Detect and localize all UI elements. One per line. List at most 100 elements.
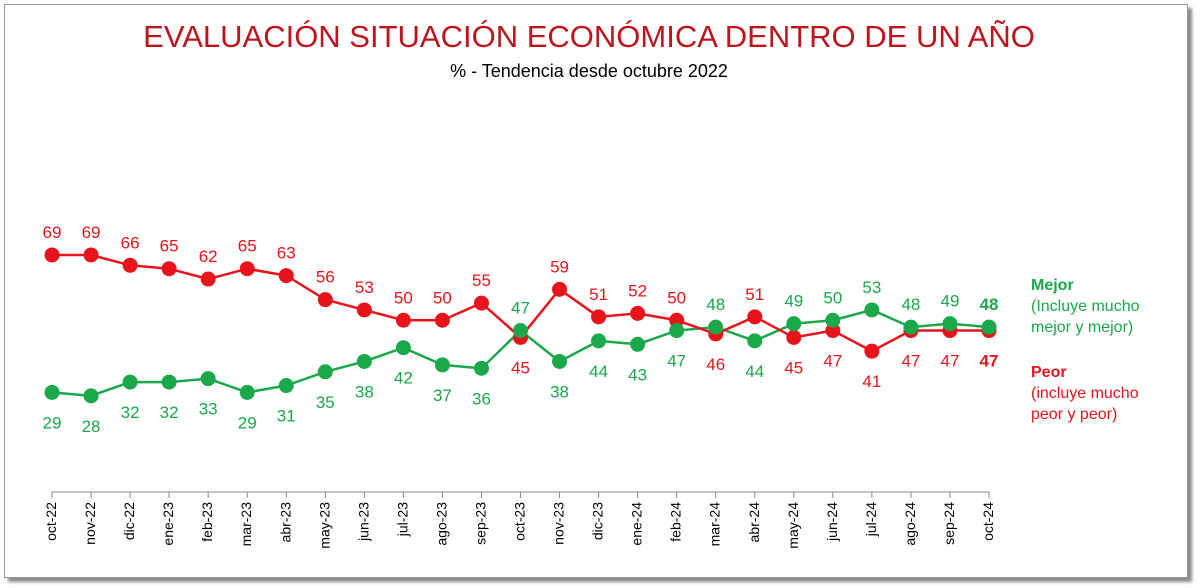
- legend-mejor: Mejor (Incluye mucho mejor y mejor): [1031, 275, 1156, 338]
- chart-frame: EVALUACIÓN SITUACIÓN ECONÓMICA DENTRO DE…: [4, 4, 1188, 578]
- data-label-mejor: 33: [199, 400, 218, 419]
- data-label-mejor: 31: [277, 407, 296, 426]
- data-label-mejor: 32: [121, 403, 140, 422]
- data-point-mejor: [825, 312, 841, 328]
- data-point-mejor: [747, 333, 763, 349]
- chart-title: EVALUACIÓN SITUACIÓN ECONÓMICA DENTRO DE…: [143, 19, 1035, 54]
- data-point-peor: [434, 312, 450, 328]
- data-point-peor: [122, 257, 138, 273]
- data-label-mejor: 48: [901, 295, 920, 314]
- data-label-peor: 47: [901, 352, 920, 371]
- data-label-mejor: 38: [550, 382, 569, 401]
- data-point-peor: [864, 343, 880, 359]
- data-label-peor: 69: [43, 223, 62, 242]
- data-point-mejor: [395, 340, 411, 356]
- data-label-mejor: 28: [82, 417, 101, 436]
- data-label-peor: 46: [706, 355, 725, 374]
- data-label-peor: 62: [199, 247, 218, 266]
- data-point-peor: [786, 329, 802, 345]
- data-label-peor: 50: [433, 288, 452, 307]
- data-point-mejor: [434, 357, 450, 373]
- x-tick-label: oct-24: [980, 502, 996, 541]
- data-point-peor: [825, 323, 841, 339]
- x-tick-label: ago-23: [433, 502, 449, 546]
- data-point-mejor: [317, 364, 333, 380]
- data-label-mejor: 48: [706, 295, 725, 314]
- data-point-mejor: [44, 384, 60, 400]
- data-label-peor: 50: [667, 288, 686, 307]
- x-tick-label: sep-24: [941, 502, 957, 545]
- data-point-peor: [161, 261, 177, 277]
- data-label-peor: 45: [511, 358, 530, 377]
- data-point-peor: [630, 305, 646, 321]
- data-label-peor: 45: [784, 358, 803, 377]
- data-label-mejor: 47: [667, 352, 686, 371]
- data-label-mejor: 48: [980, 295, 999, 314]
- data-label-peor: 66: [121, 233, 140, 252]
- data-point-mejor: [669, 323, 685, 339]
- data-label-mejor: 50: [823, 288, 842, 307]
- data-label-mejor: 29: [43, 413, 62, 432]
- data-label-peor: 53: [355, 278, 374, 297]
- data-label-mejor: 44: [589, 362, 608, 381]
- x-tick-label: nov-22: [82, 502, 98, 545]
- x-tick-label: ene-24: [629, 502, 645, 546]
- data-label-peor: 52: [628, 281, 647, 300]
- data-point-peor: [747, 309, 763, 325]
- data-label-mejor: 49: [784, 292, 803, 311]
- data-point-mejor: [942, 316, 958, 332]
- x-tick-label: abr-23: [277, 502, 293, 543]
- data-label-mejor: 47: [511, 299, 530, 318]
- data-label-mejor: 32: [160, 403, 179, 422]
- data-point-peor: [239, 261, 255, 277]
- data-point-mejor: [903, 319, 919, 335]
- data-point-mejor: [200, 371, 216, 387]
- x-tick-label: abr-24: [746, 502, 762, 543]
- data-label-mejor: 53: [862, 278, 881, 297]
- x-tick-label: oct-23: [512, 502, 528, 541]
- x-tick-label: ene-23: [160, 502, 176, 546]
- data-label-mejor: 42: [394, 369, 413, 388]
- data-point-peor: [552, 281, 568, 297]
- x-tick-label: dic-22: [121, 502, 137, 540]
- data-label-peor: 51: [589, 285, 608, 304]
- data-point-mejor: [83, 388, 99, 404]
- x-tick-label: jun-23: [355, 502, 371, 542]
- data-label-peor: 55: [472, 271, 491, 290]
- x-tick-label: may-23: [316, 502, 332, 549]
- data-label-mejor: 38: [355, 382, 374, 401]
- data-label-mejor: 35: [316, 393, 335, 412]
- data-label-peor: 41: [862, 372, 881, 391]
- x-tick-label: sep-23: [472, 502, 488, 545]
- x-tick-label: mar-23: [238, 502, 254, 547]
- x-tick-label: nov-23: [551, 502, 567, 545]
- data-point-mejor: [122, 374, 138, 390]
- x-tick-label: feb-24: [668, 502, 684, 542]
- chart-subtitle: % - Tendencia desde octubre 2022: [450, 61, 728, 81]
- data-point-mejor: [981, 319, 997, 335]
- legend-peor-name: Peor: [1031, 364, 1067, 381]
- data-point-mejor: [786, 316, 802, 332]
- x-tick-label: dic-23: [590, 502, 606, 540]
- x-tick-label: may-24: [785, 502, 801, 549]
- data-point-mejor: [864, 302, 880, 318]
- series-line-mejor: [51, 308, 990, 398]
- data-point-peor: [317, 292, 333, 308]
- data-point-peor: [669, 312, 685, 328]
- data-point-mejor: [278, 378, 294, 394]
- data-label-peor: 69: [82, 223, 101, 242]
- data-label-mejor: 29: [238, 413, 257, 432]
- x-tick-label: jul-23: [394, 502, 410, 537]
- data-label-mejor: 49: [940, 292, 959, 311]
- data-label-peor: 47: [980, 352, 999, 371]
- x-tick-label: mar-24: [707, 502, 723, 547]
- data-point-peor: [278, 268, 294, 284]
- legend-peor-note: (incluye mucho peor y peor): [1031, 385, 1139, 423]
- data-label-mejor: 43: [628, 365, 647, 384]
- data-point-mejor: [630, 336, 646, 352]
- x-tick-label: feb-23: [199, 502, 215, 542]
- data-label-mejor: 36: [472, 389, 491, 408]
- data-label-mejor: 37: [433, 386, 452, 405]
- legend-mejor-name: Mejor: [1031, 277, 1074, 294]
